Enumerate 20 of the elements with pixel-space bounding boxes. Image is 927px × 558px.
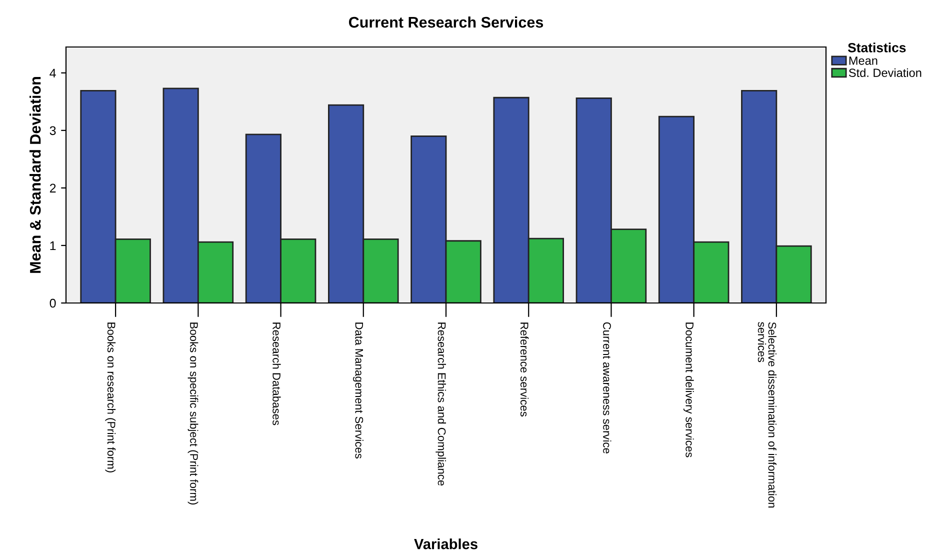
x-tick-label: Research Databases bbox=[272, 322, 281, 426]
x-tick-label: Selective dissemination of information services bbox=[758, 322, 776, 508]
legend-label: Mean bbox=[849, 56, 878, 65]
x-tick-label: Research Ethics and Compliance bbox=[436, 322, 446, 486]
y-tick-label: 3 bbox=[50, 126, 56, 136]
y-tick-label: 4 bbox=[50, 68, 56, 78]
legend-title: Statistics bbox=[848, 42, 906, 52]
legend-label: Std. Deviation bbox=[848, 68, 922, 77]
y-tick-label: 2 bbox=[50, 184, 56, 192]
x-tick-label: Current awareness service bbox=[603, 322, 612, 454]
x-tick-label: Books on specific subject (Print form) bbox=[188, 322, 198, 504]
y-tick-label: 1 bbox=[50, 241, 56, 250]
y-tick-label: 0 bbox=[50, 298, 56, 308]
x-tick-label: Data Management Services bbox=[353, 322, 364, 458]
x-tick-label: Books on research (Print form) bbox=[105, 322, 116, 472]
x-tick-label: Document delivery services bbox=[683, 322, 694, 458]
chart-title: Current Research Services bbox=[348, 16, 544, 28]
x-tick-label: Reference services bbox=[520, 322, 529, 416]
y-axis-title: Mean & Standard Deviation bbox=[30, 77, 41, 273]
x-axis-title: Variables bbox=[414, 538, 478, 550]
